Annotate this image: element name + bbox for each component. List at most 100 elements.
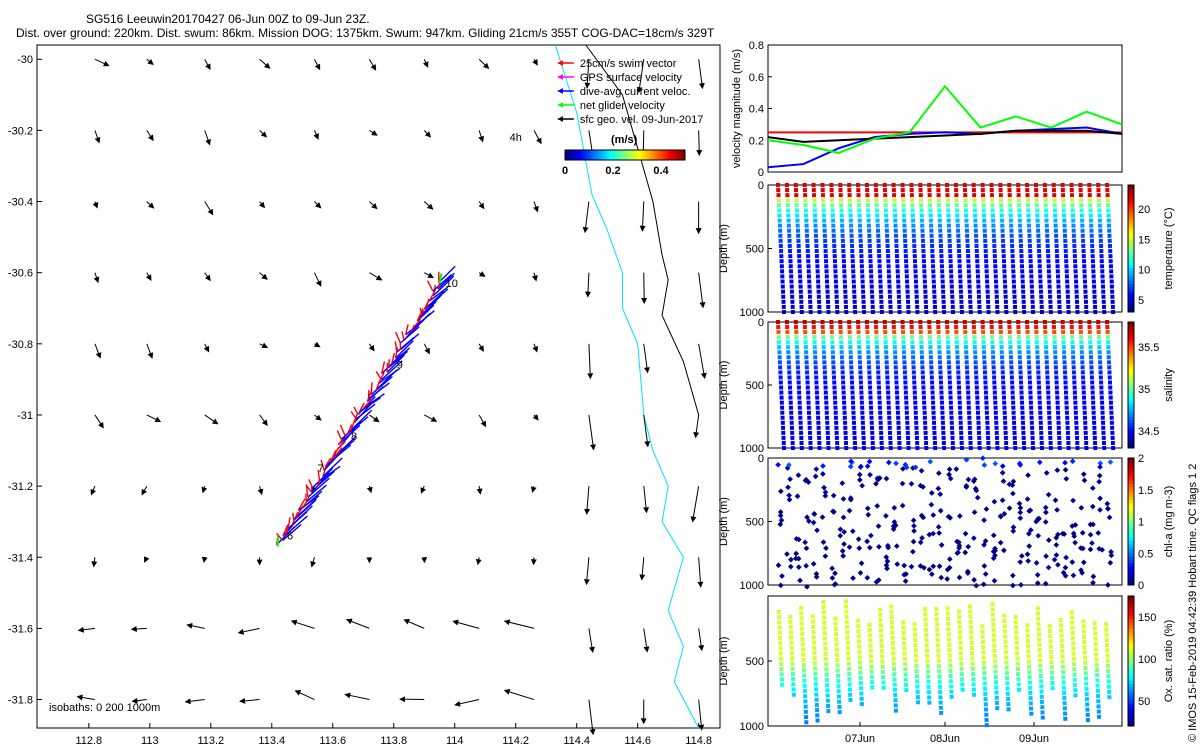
chl-sample: [926, 531, 933, 538]
section-sample: [821, 610, 826, 615]
section-sample: [1021, 430, 1026, 435]
section-sample: [777, 625, 782, 630]
section-sample: [1096, 183, 1101, 187]
chl-sample: [1063, 554, 1069, 561]
section-sample: [1075, 435, 1080, 440]
section-sample: [1097, 340, 1102, 345]
colorbar-swatch: [605, 150, 608, 160]
section-sample: [864, 320, 869, 324]
section-sample: [945, 335, 950, 340]
section-sample: [985, 430, 990, 435]
section-sample: [1064, 264, 1069, 269]
section-sample: [1038, 410, 1043, 415]
section-sample: [1008, 208, 1013, 213]
section-sample: [1028, 395, 1033, 400]
section-sample: [833, 274, 838, 279]
section-sample: [1019, 249, 1024, 254]
track-day-label: 6: [287, 530, 293, 542]
section-sample: [876, 385, 881, 390]
section-sample: [915, 446, 920, 450]
section-sample: [1092, 425, 1097, 430]
section-sample: [777, 350, 782, 355]
section-sample: [982, 365, 987, 370]
swim-vector: [416, 308, 424, 322]
section-sample: [928, 208, 933, 213]
section-sample: [1008, 355, 1013, 360]
section-colorbar-swatch: [1128, 534, 1134, 538]
section-sample: [838, 330, 843, 335]
section-sample: [922, 269, 927, 274]
section-sample: [804, 715, 809, 720]
current-vector: [585, 272, 592, 298]
section-sample: [913, 259, 918, 264]
chl-sample: [803, 563, 809, 569]
swim-vector: [308, 479, 314, 488]
section-sample: [1081, 619, 1086, 624]
section-sample: [982, 355, 987, 360]
section-sample: [902, 646, 907, 651]
section-sample: [821, 213, 826, 218]
section-sample: [919, 213, 924, 218]
section-sample: [835, 310, 840, 314]
section-sample: [928, 213, 933, 218]
chl-sample: [830, 492, 837, 499]
section-sample: [883, 198, 888, 203]
chl-sample: [784, 551, 790, 557]
section-sample: [990, 602, 995, 607]
section-sample: [887, 410, 892, 415]
section-sample: [831, 223, 836, 228]
colorbar-swatch: [603, 150, 606, 160]
section-sample: [787, 238, 792, 243]
section-sample: [981, 340, 986, 345]
section-sample: [1069, 183, 1074, 187]
section-sample: [779, 390, 784, 395]
section-sample: [1110, 425, 1115, 430]
section-sample: [838, 320, 843, 324]
section-sample: [1056, 410, 1061, 415]
chl-sample: [814, 527, 820, 534]
section-sample: [903, 385, 908, 390]
section-sample: [858, 228, 863, 233]
section-sample: [994, 685, 999, 690]
section-sample: [1080, 370, 1085, 375]
section-sample: [927, 320, 932, 324]
section-sample: [881, 675, 886, 680]
section-sample: [991, 622, 996, 627]
section-sample: [794, 335, 799, 340]
section-sample: [1034, 330, 1039, 335]
section-sample: [976, 420, 981, 425]
chl-sample: [1055, 561, 1061, 568]
isobath-1000m: [585, 44, 700, 416]
section-sample: [918, 188, 923, 193]
section-sample: [790, 656, 795, 661]
chl-sample: [820, 471, 826, 477]
dac-vector: [386, 354, 405, 373]
section-sample: [966, 400, 971, 405]
section-sample: [1096, 694, 1101, 699]
section-sample: [856, 198, 861, 203]
section-sample: [945, 606, 950, 611]
section-sample: [983, 375, 988, 380]
section-sample: [1070, 340, 1075, 345]
section-sample: [1020, 410, 1025, 415]
section-sample: [956, 365, 961, 370]
section-sample: [1081, 375, 1086, 380]
section-sample: [822, 233, 827, 238]
section-colorbar-frame: [1127, 184, 1135, 313]
chl-sample: [810, 519, 817, 526]
chl-sample: [820, 463, 826, 469]
section-sample: [991, 233, 996, 238]
section-sample: [992, 238, 997, 243]
chl-sample: [919, 535, 925, 541]
section-sample: [998, 320, 1003, 324]
section-sample: [929, 228, 934, 233]
chl-sample: [946, 564, 953, 571]
section-sample: [949, 684, 954, 689]
section-sample: [865, 335, 870, 340]
section-sample: [823, 641, 828, 646]
section-sample: [896, 294, 901, 299]
section-sample: [921, 249, 926, 254]
swim-vector: [426, 280, 434, 292]
section-sample: [901, 340, 906, 345]
section-sample: [1016, 687, 1021, 692]
